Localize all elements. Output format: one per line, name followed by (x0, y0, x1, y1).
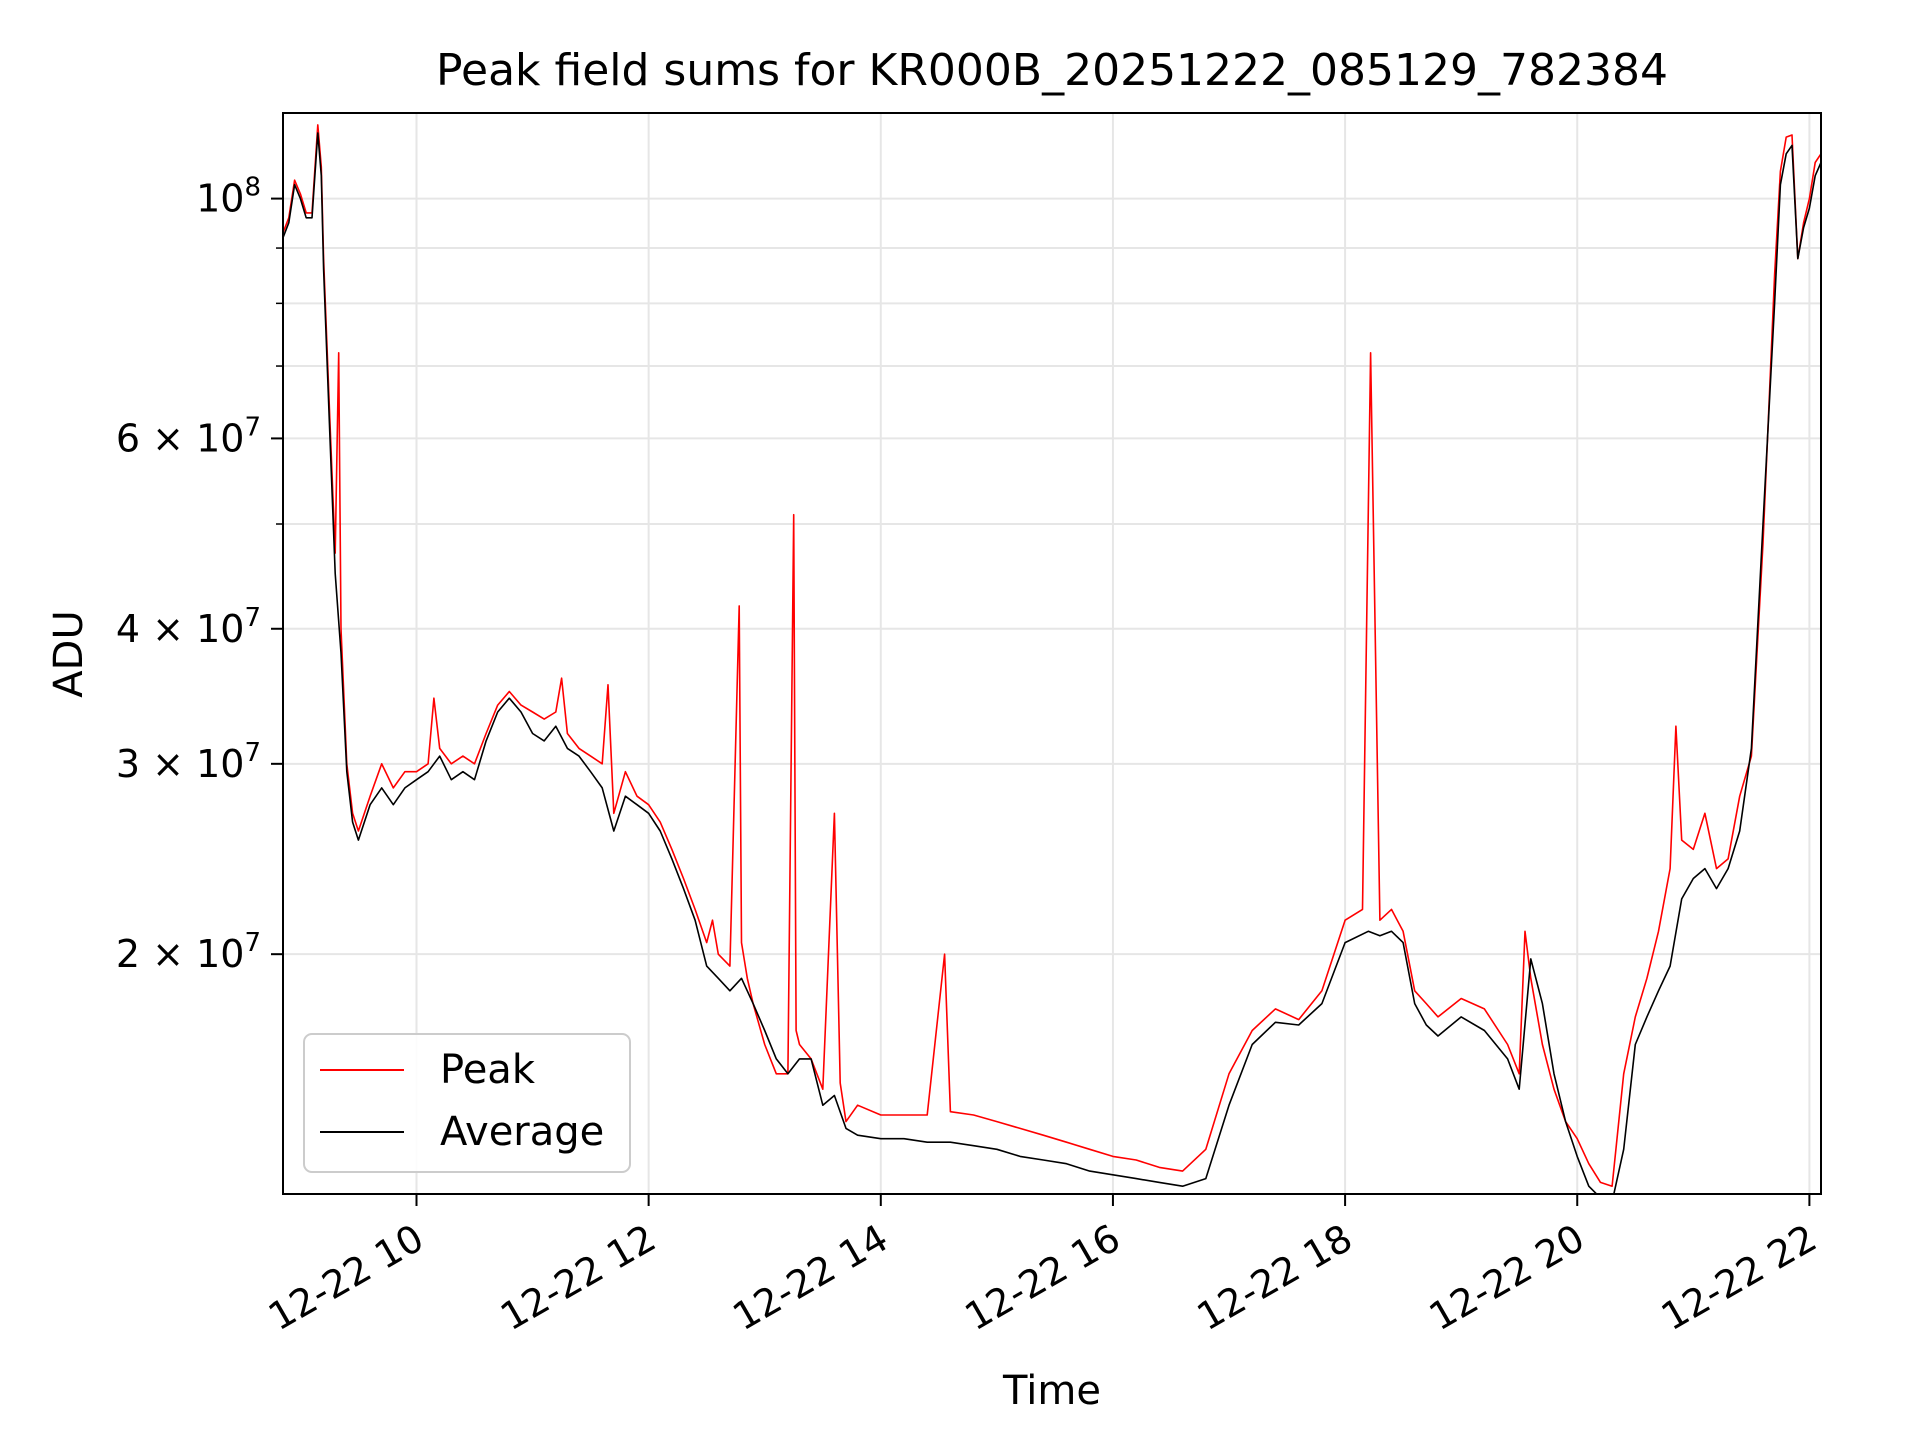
legend-box (303, 1033, 631, 1173)
legend-label-average: Average (440, 1109, 604, 1155)
series-line-peak (283, 124, 1821, 1187)
y-axis-label: ADU (46, 610, 92, 697)
y-tick-label: 2 × 107 (116, 928, 261, 976)
y-axis: 2 × 107 3 × 107 4 × 107 6 × 107 108 (116, 173, 283, 976)
series-line-average (283, 132, 1821, 1194)
grid (283, 113, 1821, 1194)
legend-label-peak: Peak (440, 1047, 536, 1093)
x-axis-label: Time (1002, 1368, 1101, 1414)
y-tick-label: 6 × 107 (116, 412, 261, 460)
plot-frame (282, 112, 1822, 1195)
chart-title: Peak field sums for KR000B_20251222_0851… (436, 45, 1668, 96)
legend: Peak Average (303, 1033, 631, 1173)
y-tick-label: 108 (196, 173, 261, 221)
series-layer (283, 124, 1821, 1194)
y-tick-label: 3 × 107 (116, 738, 261, 786)
y-tick-label: 4 × 107 (116, 603, 261, 651)
